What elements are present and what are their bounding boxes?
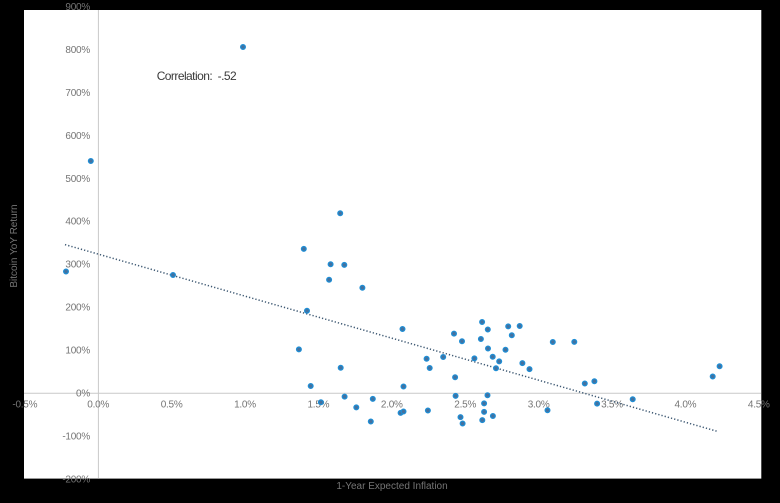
svg-text:2.5%: 2.5% [454, 400, 476, 411]
svg-text:4.5%: 4.5% [748, 400, 770, 411]
svg-text:-0.5%: -0.5% [12, 400, 37, 411]
svg-text:1.0%: 1.0% [234, 400, 256, 411]
svg-text:700%: 700% [65, 88, 90, 99]
svg-text:200%: 200% [65, 303, 90, 314]
svg-text:0.0%: 0.0% [87, 400, 109, 411]
svg-text:3.5%: 3.5% [601, 400, 623, 411]
svg-text:100%: 100% [65, 346, 90, 357]
svg-text:600%: 600% [65, 131, 90, 142]
svg-text:800%: 800% [65, 45, 90, 56]
svg-text:-100%: -100% [62, 431, 90, 442]
svg-text:Bitcoin YoY Return: Bitcoin YoY Return [9, 204, 20, 287]
svg-text:300%: 300% [65, 260, 90, 271]
svg-text:2.0%: 2.0% [381, 400, 403, 411]
svg-text:0%: 0% [76, 389, 90, 400]
svg-text:3.0%: 3.0% [528, 400, 550, 411]
svg-text:4.0%: 4.0% [675, 400, 697, 411]
svg-text:1.5%: 1.5% [308, 400, 330, 411]
svg-text:400%: 400% [65, 217, 90, 228]
svg-text:-200%: -200% [62, 474, 90, 485]
svg-text:1-Year Expected Inflation: 1-Year Expected Inflation [336, 481, 447, 492]
svg-text:900%: 900% [65, 2, 90, 13]
svg-text:500%: 500% [65, 174, 90, 185]
svg-text:0.5%: 0.5% [161, 400, 183, 411]
svg-text:Correlation: -.52: Correlation: -.52 [157, 69, 237, 83]
